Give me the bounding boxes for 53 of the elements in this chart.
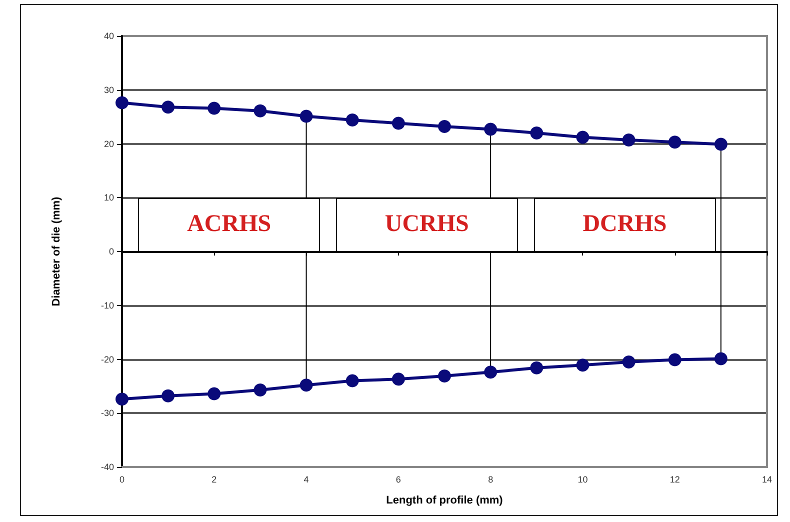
point (300, 378, 313, 392)
x-tick-label: 4 (304, 474, 309, 484)
x-tick-label: 10 (578, 474, 588, 484)
annotation: DCRHS (582, 211, 667, 238)
y-tick-label: -30 (100, 408, 114, 418)
point (162, 100, 175, 114)
point (622, 355, 636, 368)
y-tick-label: 30 (104, 84, 114, 95)
point (530, 361, 544, 374)
point (484, 366, 498, 379)
point (208, 102, 221, 115)
y-tick-label: 0 (108, 246, 114, 256)
x-tick-label: 6 (396, 474, 401, 484)
y-tick-label: -20 (100, 354, 114, 364)
x-tick-label: 2 (212, 474, 217, 484)
x-axis-title: Length of profile (mm) (386, 494, 504, 506)
point (438, 120, 451, 134)
x-tick-label: 0 (119, 474, 125, 484)
point (208, 387, 221, 400)
point (392, 372, 405, 386)
point (254, 383, 267, 396)
annotation: UCRHS (384, 211, 469, 238)
y-tick-label: 40 (104, 31, 114, 41)
point (116, 96, 128, 110)
y-tick-label: 20 (104, 138, 114, 149)
point (300, 110, 313, 123)
point (576, 358, 590, 372)
point (162, 389, 175, 402)
text-box: DCRHS (534, 198, 716, 252)
y-tick-label: -10 (100, 300, 114, 310)
point (668, 136, 682, 149)
y-tick-label: -40 (100, 462, 114, 472)
y-axis-title: Diameter of die (mm) (50, 196, 62, 306)
point (530, 126, 544, 140)
x-tick-label: 8 (488, 474, 494, 484)
text-box: UCRHS (336, 198, 518, 252)
point (438, 369, 451, 382)
point (714, 352, 728, 366)
point (392, 116, 405, 130)
y-tick-label: 10 (104, 192, 114, 203)
point (484, 122, 498, 136)
point (714, 138, 728, 151)
point (622, 133, 636, 146)
point (116, 392, 128, 406)
annotation: ACRHS (187, 211, 272, 238)
x-tick-label: 12 (670, 474, 680, 484)
text-box: ACRHS (138, 198, 320, 252)
point (254, 104, 267, 118)
point (576, 130, 590, 144)
point (346, 374, 359, 388)
point (346, 114, 359, 127)
point (668, 353, 682, 366)
x-tick-label: 14 (762, 474, 772, 484)
